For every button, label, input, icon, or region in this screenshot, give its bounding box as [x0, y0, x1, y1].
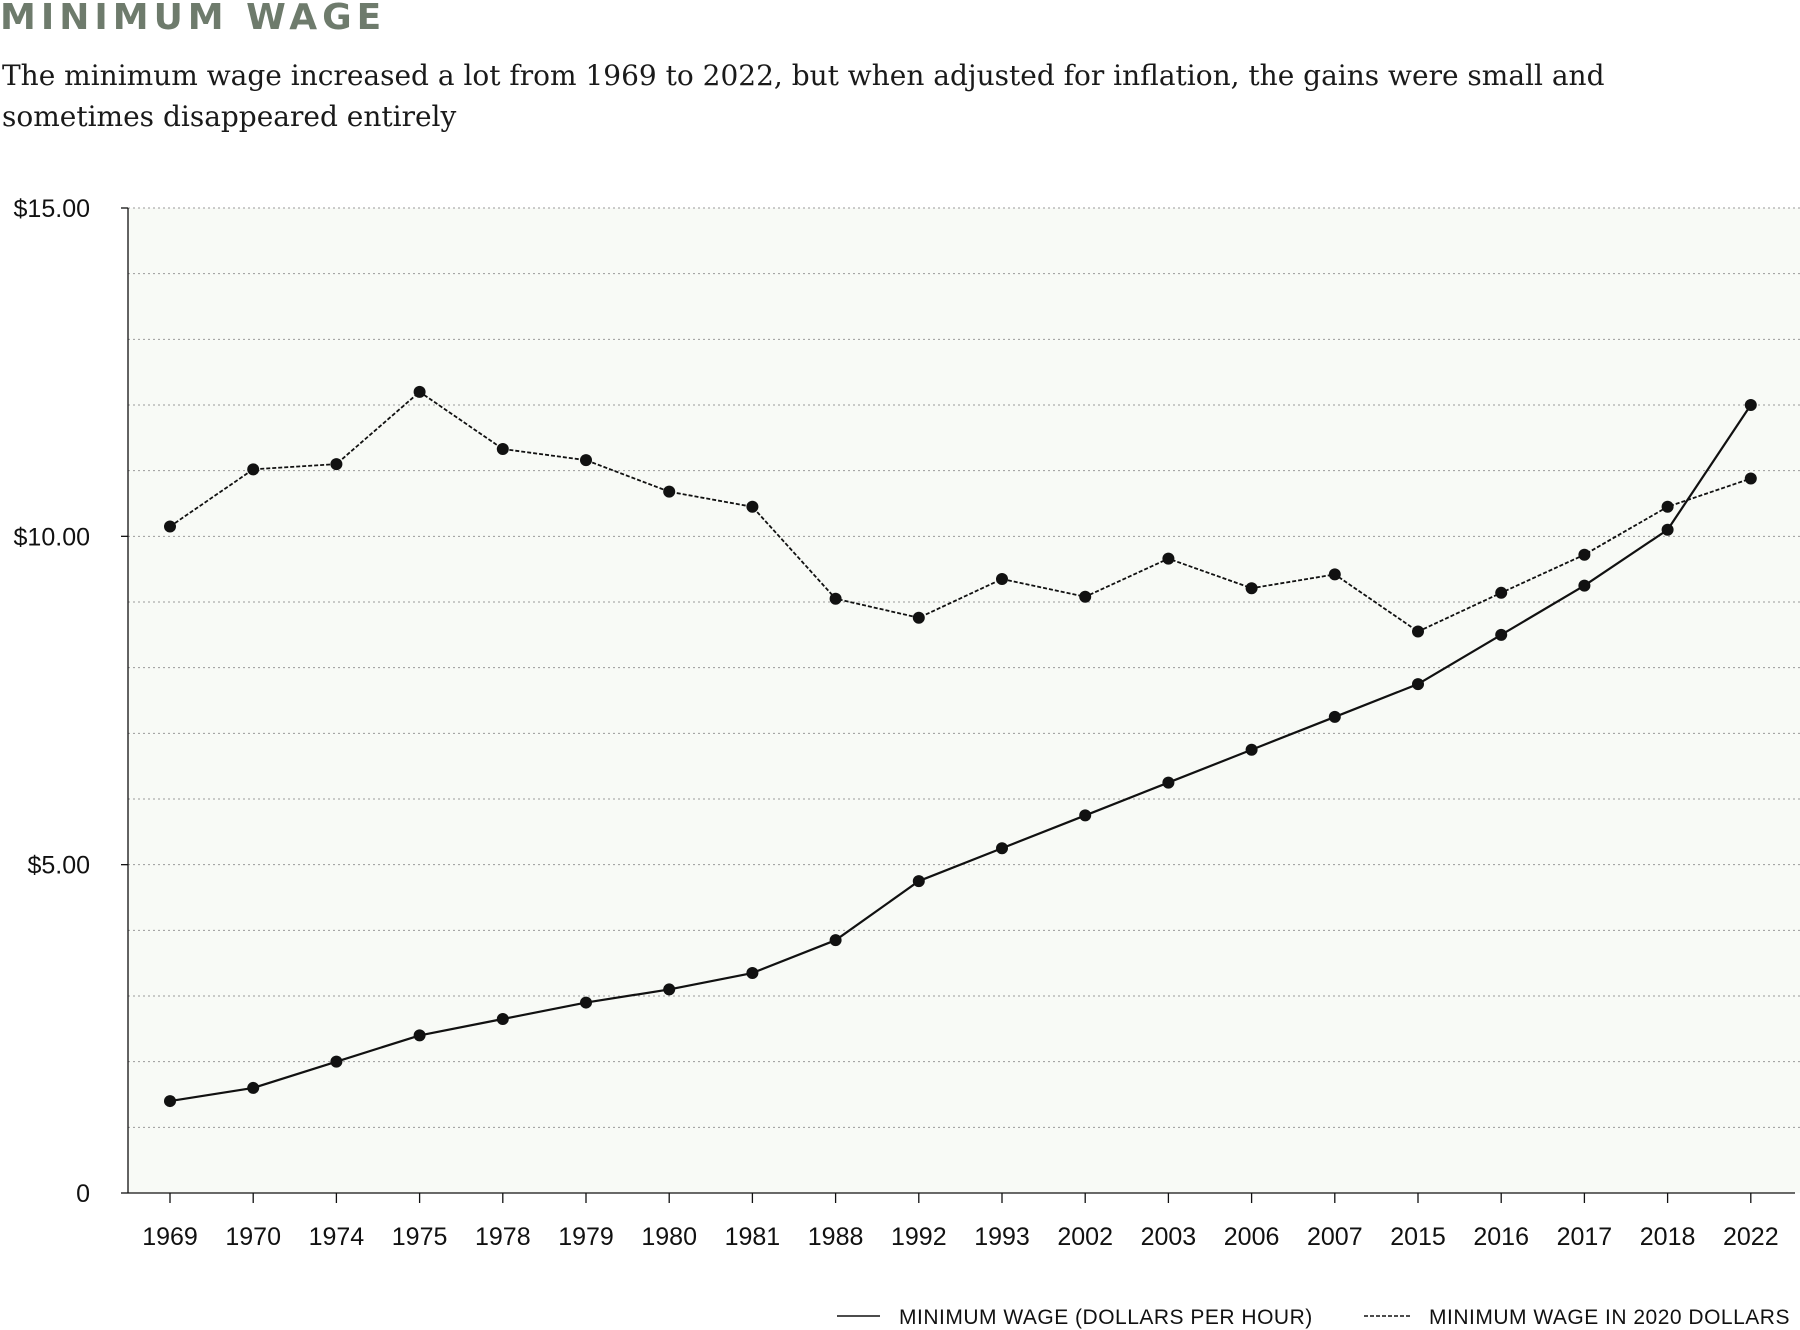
data-point	[1578, 548, 1591, 561]
x-tick-label: 1969	[142, 1223, 198, 1251]
data-point	[330, 458, 343, 471]
data-point	[1079, 809, 1092, 822]
x-tick-label: 2003	[1141, 1223, 1197, 1251]
data-point	[663, 485, 676, 498]
data-point	[580, 454, 592, 467]
legend: MINIMUM WAGE (DOLLARS PER HOUR) MINIMUM …	[837, 1306, 1790, 1329]
plot-background	[128, 208, 1800, 1193]
data-point	[1661, 500, 1674, 513]
x-tick-label: 1979	[558, 1223, 614, 1251]
y-tick-label: $15.00	[14, 195, 90, 223]
x-tick-label: 1975	[392, 1223, 448, 1251]
axes	[127, 208, 1795, 1194]
data-point	[663, 983, 676, 996]
chart-title: MINIMUM WAGE	[0, 0, 387, 38]
x-axis-ticks: 1969 1970 1974 1975 1978 1979 1980 1981 1988 1992…	[142, 1193, 1779, 1251]
x-tick-label: 1981	[725, 1223, 781, 1251]
data-point	[1495, 586, 1508, 599]
x-tick-label: 2022	[1723, 1223, 1779, 1251]
x-tick-label: 2017	[1557, 1223, 1613, 1251]
series-line-minimum-wage	[169, 404, 1752, 1103]
x-tick-label: 1970	[225, 1223, 281, 1251]
x-tick-label: 1978	[475, 1223, 531, 1251]
data-point	[1412, 678, 1424, 691]
gridlines	[128, 207, 1800, 1128]
data-point	[247, 1081, 260, 1094]
x-tick-label: 2016	[1473, 1223, 1529, 1251]
data-points	[164, 385, 1757, 1108]
legend-label-minimum-wage: MINIMUM WAGE (DOLLARS PER HOUR)	[899, 1306, 1313, 1329]
data-point	[1578, 579, 1591, 592]
data-point	[496, 1012, 509, 1025]
x-tick-label: 2018	[1640, 1223, 1696, 1251]
x-tick-label: 1980	[641, 1223, 697, 1251]
data-point	[1245, 743, 1258, 756]
x-tick-label: 2015	[1390, 1223, 1446, 1251]
y-tick-label: $10.00	[14, 523, 90, 551]
y-tick-label: 0	[76, 1180, 90, 1208]
data-point	[413, 1029, 426, 1042]
data-point	[912, 875, 925, 888]
legend-label-2020-dollars: MINIMUM WAGE IN 2020 DOLLARS	[1429, 1306, 1790, 1329]
x-tick-label: 1974	[309, 1223, 365, 1251]
data-point	[746, 967, 759, 980]
data-point	[1744, 399, 1757, 411]
x-tick-label: 2002	[1057, 1223, 1113, 1251]
data-point	[746, 500, 759, 513]
data-point	[1412, 625, 1424, 638]
data-point	[247, 463, 260, 476]
data-point	[580, 996, 592, 1009]
data-point	[912, 611, 925, 624]
data-point	[1162, 776, 1175, 789]
y-tick-label: $5.00	[27, 852, 90, 880]
data-point	[413, 385, 426, 398]
x-tick-label: 1988	[808, 1223, 864, 1251]
data-point	[1661, 523, 1674, 536]
x-tick-label: 2006	[1224, 1223, 1280, 1251]
data-point	[1079, 590, 1092, 603]
data-point	[1495, 628, 1508, 641]
data-point	[829, 592, 842, 605]
x-tick-label: 2007	[1307, 1223, 1363, 1251]
chart-subtitle: The minimum wage increased a lot from 19…	[2, 59, 1605, 133]
data-point	[1162, 552, 1175, 565]
series-lines	[169, 390, 1752, 1103]
data-point	[996, 842, 1008, 855]
data-point	[1328, 568, 1341, 581]
data-point	[996, 573, 1008, 586]
data-point	[164, 520, 176, 533]
data-point	[164, 1095, 176, 1108]
x-tick-label: 1993	[974, 1223, 1030, 1251]
data-point	[1328, 710, 1341, 723]
data-point	[1245, 582, 1258, 595]
data-point	[496, 442, 509, 455]
x-tick-label: 1992	[891, 1223, 947, 1251]
y-axis-ticks: 0 $5.00 $10.00 $15.00	[14, 195, 128, 1208]
data-point	[1744, 472, 1757, 485]
series-line-inflation-adjusted	[169, 390, 1752, 633]
data-point	[829, 934, 842, 947]
data-point	[330, 1055, 343, 1068]
